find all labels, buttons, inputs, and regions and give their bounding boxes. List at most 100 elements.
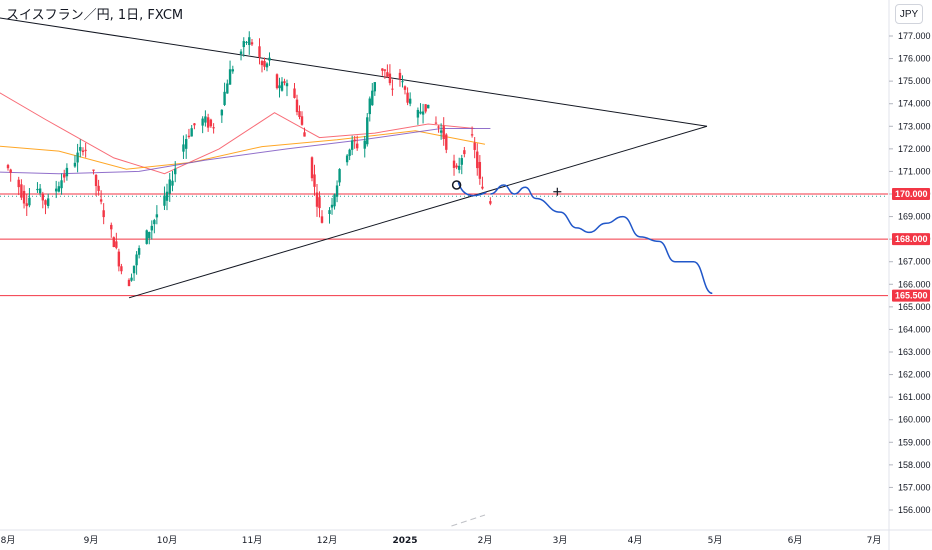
- candle-body: [442, 126, 445, 140]
- candle: [452, 154, 456, 176]
- candle: [242, 37, 245, 57]
- candle-body: [248, 37, 251, 46]
- candle-body: [268, 57, 271, 61]
- candle-body: [92, 169, 95, 171]
- candle: [427, 104, 430, 109]
- candle: [148, 231, 151, 245]
- candle: [258, 38, 261, 65]
- candle-body: [81, 150, 85, 152]
- candle: [275, 73, 279, 90]
- candle: [102, 203, 105, 225]
- candle: [239, 49, 243, 61]
- candle: [163, 186, 166, 210]
- candle: [60, 173, 63, 195]
- candle-body: [439, 130, 443, 133]
- candle-body: [145, 230, 148, 244]
- candle-body: [463, 150, 466, 155]
- candle-body: [348, 149, 351, 156]
- candle-body: [148, 231, 151, 239]
- candle: [463, 146, 466, 158]
- candle: [330, 197, 334, 215]
- candle-body: [94, 174, 98, 187]
- candle-body: [112, 237, 115, 247]
- candle: [437, 125, 440, 133]
- candle-body: [258, 46, 261, 58]
- candle-body: [153, 220, 156, 225]
- candle: [293, 83, 296, 99]
- candle-body: [231, 69, 235, 72]
- candle-body: [163, 195, 166, 206]
- candle: [132, 265, 136, 281]
- candle: [300, 111, 304, 126]
- candle-body: [36, 188, 39, 191]
- candle: [320, 210, 324, 224]
- currency-selector[interactable]: JPY: [895, 4, 923, 24]
- candle-body: [84, 149, 87, 151]
- candle: [187, 128, 191, 139]
- candle: [250, 39, 254, 47]
- moving-average-line: [0, 130, 486, 170]
- candle-body: [223, 91, 226, 105]
- candle-body: [265, 63, 269, 68]
- x-tick-label: 2月: [478, 535, 493, 546]
- candle: [65, 163, 69, 181]
- candle-body: [278, 85, 281, 89]
- candle-body: [41, 193, 45, 201]
- x-tick-label: 8月: [1, 535, 16, 546]
- candle: [115, 232, 118, 250]
- moving-average-line: [0, 92, 475, 175]
- y-tick-label: 177.000: [898, 31, 931, 41]
- candle-body: [150, 225, 153, 231]
- candle: [165, 183, 169, 211]
- candle: [99, 190, 103, 205]
- candle-body: [434, 122, 438, 124]
- candle-body: [476, 151, 479, 169]
- candle-body: [46, 198, 50, 206]
- candle-body: [401, 81, 404, 83]
- candle-body: [368, 98, 371, 115]
- y-tick-label: 165.000: [898, 302, 931, 312]
- candle: [268, 52, 271, 66]
- candle-body: [20, 184, 23, 198]
- candle: [295, 94, 299, 116]
- candle-body: [416, 109, 420, 118]
- candle-body: [391, 88, 394, 90]
- candle: [220, 109, 224, 123]
- candle: [193, 122, 196, 130]
- candle-body: [335, 185, 339, 197]
- candle-body: [366, 117, 369, 145]
- candle: [406, 87, 409, 106]
- candle: [212, 123, 215, 134]
- candle: [383, 69, 387, 79]
- candle: [112, 236, 115, 248]
- candle-body: [6, 165, 10, 169]
- candle-body: [130, 277, 133, 281]
- candle: [228, 60, 232, 85]
- candle: [419, 103, 422, 115]
- x-tick-label: 9月: [84, 535, 99, 546]
- candle: [489, 197, 492, 206]
- candle: [285, 79, 289, 97]
- candle: [401, 75, 404, 88]
- candle-body: [9, 169, 12, 173]
- y-tick-label: 162.000: [898, 370, 931, 380]
- candle: [457, 157, 461, 174]
- candle-body: [168, 179, 171, 194]
- candle: [184, 134, 188, 159]
- candle-body: [298, 111, 301, 118]
- candle-body: [201, 118, 204, 126]
- candle: [313, 164, 316, 196]
- candle: [265, 62, 269, 72]
- candle-body: [445, 134, 448, 150]
- candle: [386, 64, 389, 78]
- candles-layer: [6, 31, 492, 287]
- candle: [54, 180, 58, 199]
- candle-body: [457, 165, 461, 170]
- x-tick-label: 6月: [788, 535, 803, 546]
- candle-body: [22, 190, 26, 204]
- candle: [455, 163, 458, 170]
- y-tick-label: 164.000: [898, 324, 931, 334]
- candle-body: [193, 123, 196, 126]
